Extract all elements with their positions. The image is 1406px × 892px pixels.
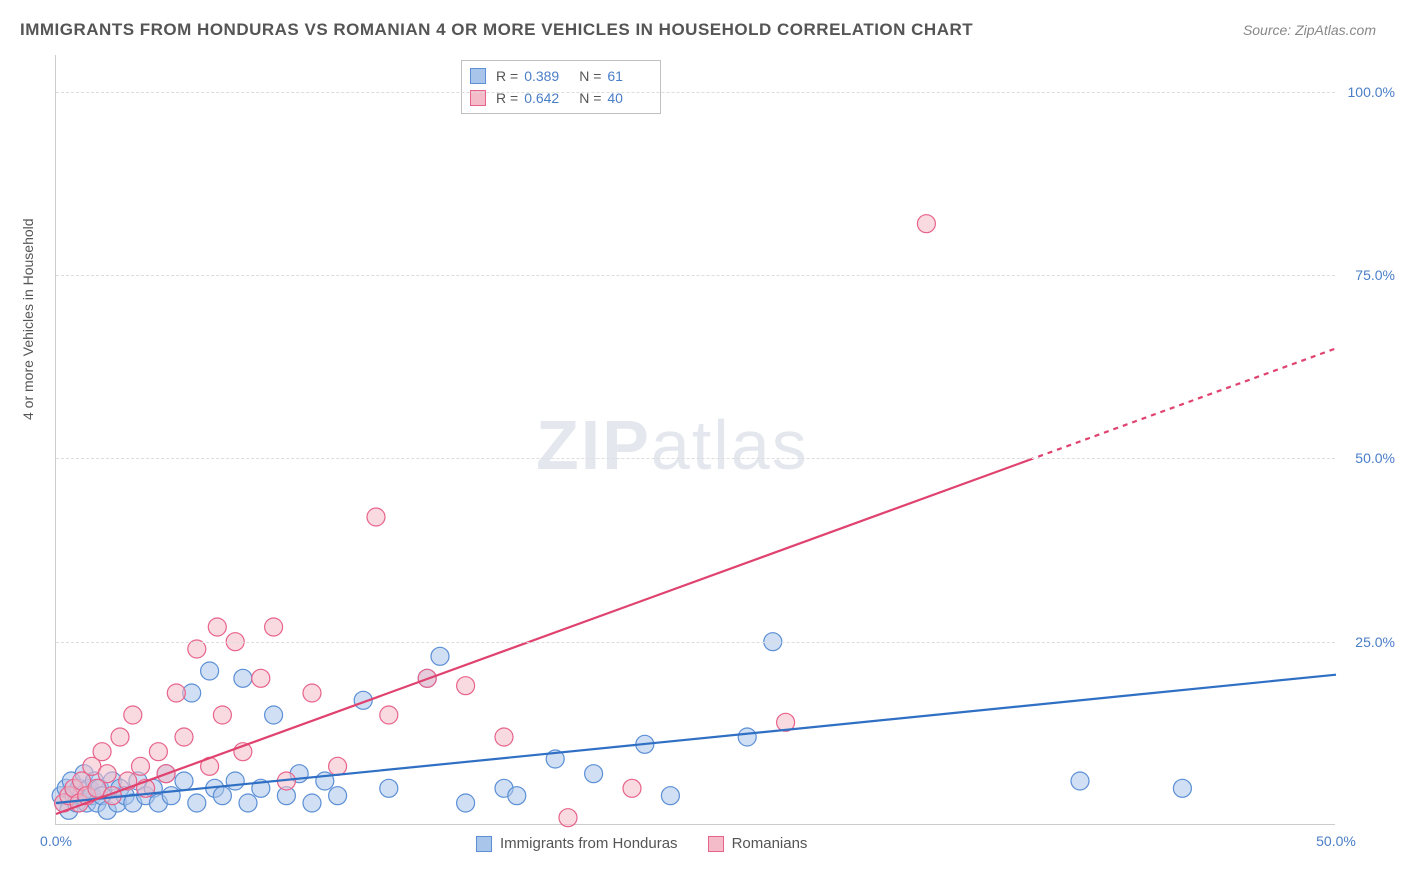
data-point-honduras bbox=[585, 765, 603, 783]
data-point-romanians bbox=[98, 765, 116, 783]
gridline-h bbox=[56, 275, 1335, 276]
gridline-h bbox=[56, 642, 1335, 643]
x-tick-label: 50.0% bbox=[1316, 833, 1356, 849]
data-point-romanians bbox=[131, 757, 149, 775]
data-point-honduras bbox=[239, 794, 257, 812]
legend-label-honduras: Immigrants from Honduras bbox=[500, 835, 678, 852]
y-tick-label: 75.0% bbox=[1355, 267, 1395, 283]
legend-label-romanians: Romanians bbox=[732, 835, 808, 852]
data-point-romanians bbox=[213, 706, 231, 724]
data-point-honduras bbox=[162, 787, 180, 805]
data-point-romanians bbox=[367, 508, 385, 526]
chart-title: IMMIGRANTS FROM HONDURAS VS ROMANIAN 4 O… bbox=[20, 20, 973, 40]
data-point-honduras bbox=[738, 728, 756, 746]
trend-line-honduras bbox=[56, 675, 1336, 803]
data-point-honduras bbox=[1173, 779, 1191, 797]
gridline-h bbox=[56, 92, 1335, 93]
data-point-romanians bbox=[93, 743, 111, 761]
data-point-romanians bbox=[175, 728, 193, 746]
chart-plot-area: ZIPatlas R = 0.389 N = 61 R = 0.642 N = … bbox=[55, 55, 1335, 825]
data-point-romanians bbox=[917, 215, 935, 233]
data-point-honduras bbox=[508, 787, 526, 805]
legend-swatch-honduras-b bbox=[476, 836, 492, 852]
data-point-romanians bbox=[623, 779, 641, 797]
data-point-romanians bbox=[559, 809, 577, 827]
data-point-romanians bbox=[124, 706, 142, 724]
data-point-romanians bbox=[111, 728, 129, 746]
data-point-romanians bbox=[252, 669, 270, 687]
gridline-h bbox=[56, 458, 1335, 459]
data-point-romanians bbox=[380, 706, 398, 724]
data-point-honduras bbox=[380, 779, 398, 797]
data-point-romanians bbox=[149, 743, 167, 761]
y-axis-label: 4 or more Vehicles in Household bbox=[20, 218, 36, 420]
data-point-romanians bbox=[188, 640, 206, 658]
x-tick-label: 0.0% bbox=[40, 833, 72, 849]
data-point-honduras bbox=[303, 794, 321, 812]
trend-line-dashed-romanians bbox=[1029, 348, 1336, 460]
source-attribution: Source: ZipAtlas.com bbox=[1243, 22, 1376, 38]
data-point-romanians bbox=[303, 684, 321, 702]
legend-bottom: Immigrants from Honduras Romanians bbox=[476, 835, 807, 852]
data-point-romanians bbox=[329, 757, 347, 775]
data-point-honduras bbox=[175, 772, 193, 790]
data-point-romanians bbox=[208, 618, 226, 636]
trend-line-romanians bbox=[56, 460, 1029, 814]
plot-svg bbox=[56, 55, 1335, 824]
data-point-romanians bbox=[265, 618, 283, 636]
data-point-honduras bbox=[329, 787, 347, 805]
y-tick-label: 50.0% bbox=[1355, 450, 1395, 466]
data-point-honduras bbox=[188, 794, 206, 812]
legend-item-honduras: Immigrants from Honduras bbox=[476, 835, 678, 852]
data-point-romanians bbox=[457, 677, 475, 695]
legend-swatch-romanians-b bbox=[708, 836, 724, 852]
y-tick-label: 25.0% bbox=[1355, 634, 1395, 650]
legend-item-romanians: Romanians bbox=[708, 835, 808, 852]
data-point-honduras bbox=[457, 794, 475, 812]
data-point-honduras bbox=[226, 772, 244, 790]
data-point-honduras bbox=[265, 706, 283, 724]
data-point-honduras bbox=[213, 787, 231, 805]
data-point-romanians bbox=[167, 684, 185, 702]
data-point-honduras bbox=[201, 662, 219, 680]
data-point-honduras bbox=[234, 669, 252, 687]
data-point-honduras bbox=[661, 787, 679, 805]
data-point-honduras bbox=[431, 647, 449, 665]
y-tick-label: 100.0% bbox=[1348, 84, 1395, 100]
data-point-romanians bbox=[495, 728, 513, 746]
data-point-honduras bbox=[1071, 772, 1089, 790]
